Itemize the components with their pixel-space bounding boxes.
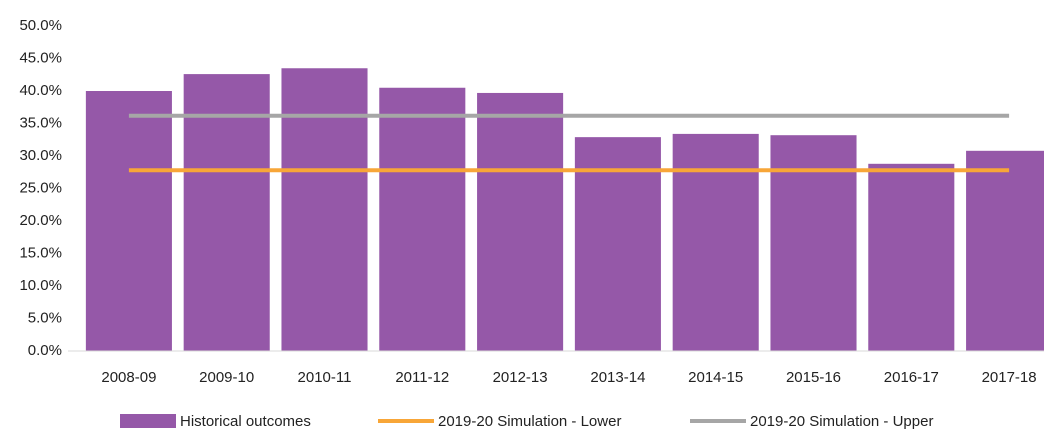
legend-label: Historical outcomes [180,413,311,430]
x-tick-label: 2012-13 [493,369,548,386]
x-tick-label: 2016-17 [884,369,939,386]
bar [966,150,1044,351]
bar [868,163,955,351]
y-tick-label: 45.0% [19,49,62,66]
y-tick-label: 40.0% [19,82,62,99]
bar [183,74,270,351]
y-tick-label: 25.0% [19,179,62,196]
bar [477,92,564,351]
y-tick-label: 15.0% [19,244,62,261]
y-tick-label: 0.0% [28,342,62,359]
legend-label: 2019-20 Simulation - Upper [750,413,933,430]
bar [672,133,759,351]
bar [770,135,857,351]
x-tick-label: 2014-15 [688,369,743,386]
y-tick-label: 50.0% [19,17,62,34]
y-tick-label: 30.0% [19,147,62,164]
x-tick-label: 2008-09 [101,369,156,386]
bar [85,91,172,351]
x-tick-label: 2009-10 [199,369,254,386]
bar [379,87,466,351]
x-tick-label: 2010-11 [298,369,352,386]
legend-label: 2019-20 Simulation - Lower [438,413,621,430]
y-tick-label: 10.0% [19,277,62,294]
x-tick-label: 2011-12 [395,369,449,386]
bar [574,137,661,351]
y-tick-label: 5.0% [28,309,62,326]
legend-swatch [120,414,176,428]
x-tick-label: 2015-16 [786,369,841,386]
x-tick-label: 2013-14 [590,369,645,386]
y-tick-label: 20.0% [19,212,62,229]
y-tick-label: 35.0% [19,114,62,131]
bar [281,68,368,351]
x-tick-label: 2017-18 [982,369,1037,386]
